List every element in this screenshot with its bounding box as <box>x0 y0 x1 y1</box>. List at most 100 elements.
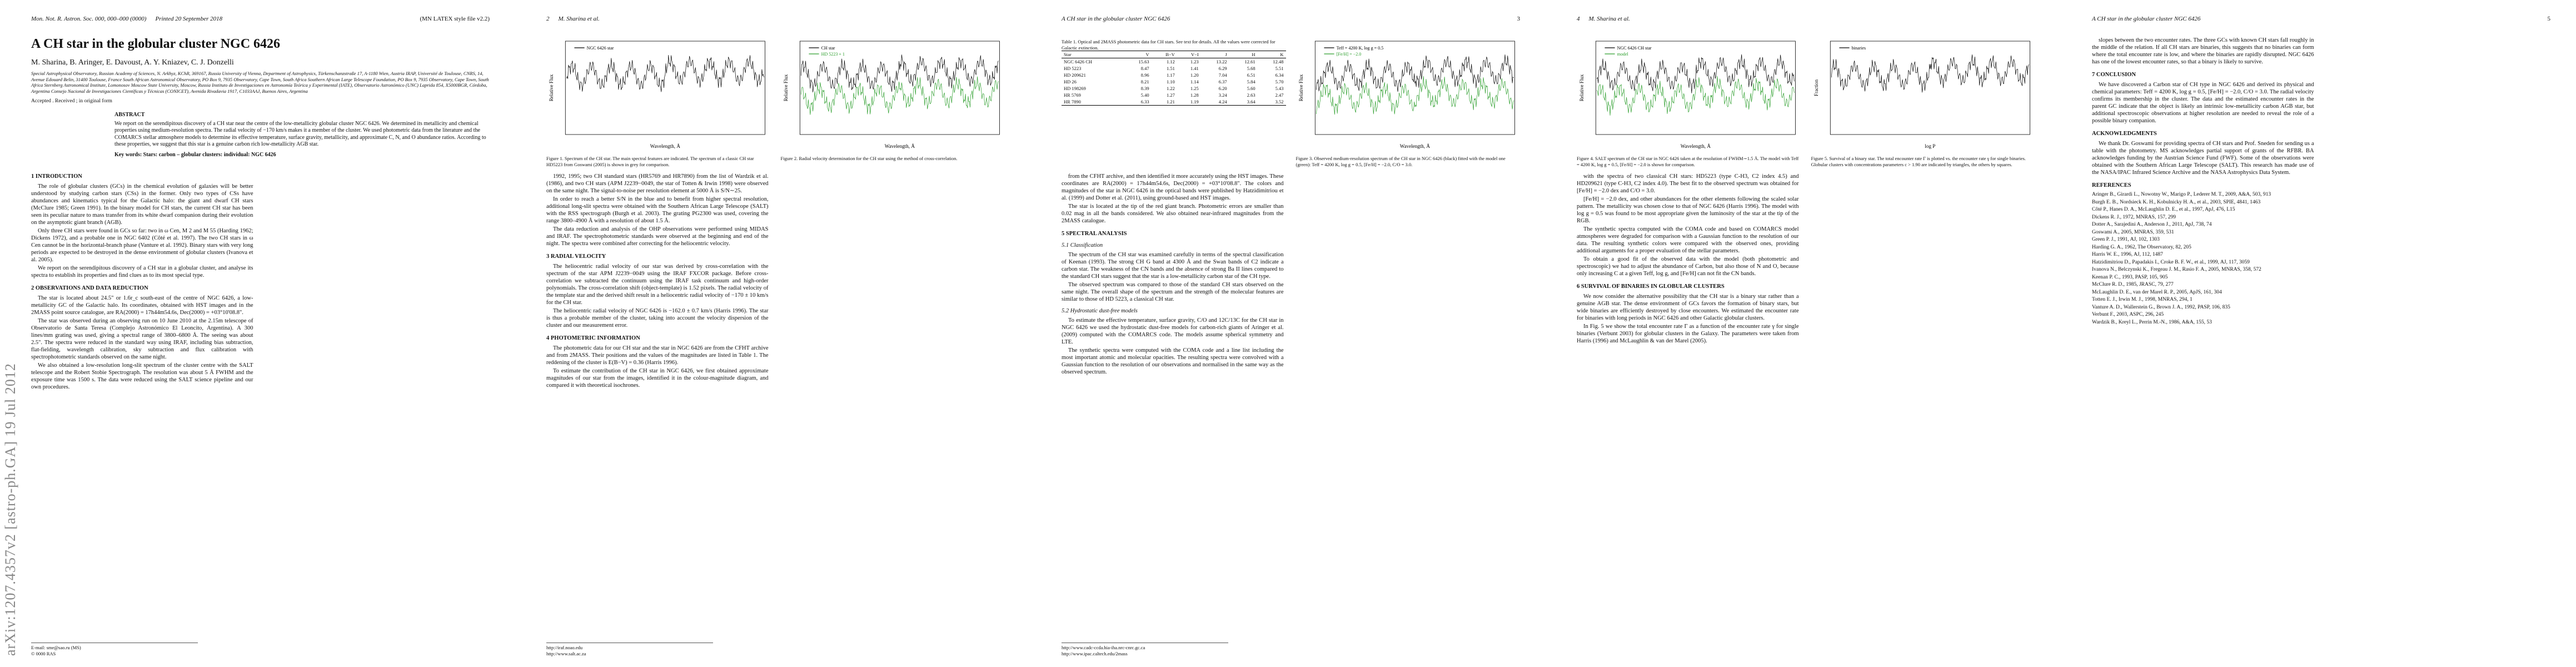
legend-label: CH star <box>821 46 835 51</box>
paragraph: We have discovered a Carbon star of CH t… <box>2092 82 2314 124</box>
table-cell: 2.63 <box>1247 92 1255 98</box>
reference: Côté P., Hanes D. A., McLaughlin D. E., … <box>2092 207 2235 212</box>
figure-caption: Figure 4. SALT spectrum of the CH star i… <box>1577 156 1799 167</box>
figure-plot: Teff = 4200 K, log g = 0.5[Fe/H] = −2.0 W… <box>1298 41 1515 149</box>
table-cell: 13.22 <box>1216 59 1227 64</box>
reference: McClure R. D., 1985, JRASC, 79, 277 <box>2092 282 2174 287</box>
section-heading: 7 CONCLUSION <box>2092 72 2136 78</box>
figure-row: NGC 6426 CH star model Wavelength, Å Relati… <box>1577 37 2035 167</box>
paragraph: The star is located about 24.5" or 1.6r_… <box>31 295 253 316</box>
plot-frame <box>799 41 1000 135</box>
table-cell: 1.12 <box>1166 59 1175 64</box>
table-cell: 1.21 <box>1151 98 1177 106</box>
running-header: A CH star in the globular cluster NGC 64… <box>2092 16 2550 22</box>
paragraph: We report on the serendipitous discovery… <box>31 265 253 278</box>
legend-label: model <box>1617 52 1629 57</box>
plot-frame <box>1830 41 2030 135</box>
table-cell: NGC 6426 CH <box>1064 59 1093 64</box>
table-cell: 5.70 <box>1275 79 1284 84</box>
table-cell: 1.14 <box>1190 79 1199 84</box>
affiliation: Consejo Nacional de Investigaciones Cien… <box>51 88 308 94</box>
figure-plot: binaries log P Fraction <box>1813 41 2030 149</box>
reference: Wardzik B., Kreyl L., Perrin M.-N., 1986… <box>2092 319 2212 325</box>
table-cell: 1.23 <box>1190 59 1199 64</box>
spectrum-line <box>1316 54 1514 92</box>
footnote: http://iraf.noao.edu <box>546 645 583 650</box>
abstract-text: We report on the serendipitous discovery… <box>114 120 486 148</box>
affiliation: IRAP, Université de Toulouse, CNRS, 14, … <box>31 71 484 82</box>
table-cell: 8.47 <box>1140 66 1149 71</box>
table-cell: 6.51 <box>1247 72 1255 78</box>
reference: Goswami A., 2005, MNRAS, 359, 531 <box>2092 229 2174 235</box>
table-row: HR 5769 5.40 1.27 1.28 3.24 2.63 2.47 <box>1062 92 1286 98</box>
header-text: 5 <box>2547 16 2551 22</box>
plot-frame <box>1595 41 1796 135</box>
spectrum-line <box>800 76 999 115</box>
page: Mon. Not. R. Astron. Soc. 000, 000–000 (… <box>0 0 515 667</box>
reference: Green P. J., 1991, AJ, 102, 1303 <box>2092 237 2160 242</box>
affiliation: South African Astronomical Observatory, … <box>123 76 307 82</box>
table-cell: HD 26 <box>1064 79 1077 84</box>
reference: Burgh E. B., Nordsieck K. H., Kobulnicky… <box>2092 199 2261 205</box>
paragraph: We also obtained a low-resolution long-s… <box>31 362 253 390</box>
reference: McLaughlin D. E., van der Marel R. P., 2… <box>2092 289 2222 295</box>
figure-caption: Figure 5. Survival of a binary star. The… <box>1811 156 2026 167</box>
reference: Ivanova N., Belczynski K., Fregeau J. M.… <box>2092 267 2261 272</box>
table-cell: HD 5223 <box>1064 66 1082 71</box>
spectrum-line <box>1831 54 2029 93</box>
running-header: 4 M. Sharina et al. <box>1577 16 2035 22</box>
table-cell: 8.39 <box>1140 86 1149 91</box>
affiliation: University of Vienna, Department of Astr… <box>222 71 405 76</box>
footnotes: http://iraf.noao.edu http://www.salt.ac.z… <box>546 643 713 657</box>
spectrum-line <box>1316 76 1514 115</box>
table-cell: 3.24 <box>1218 92 1227 98</box>
abstract: ABSTRACT We report on the serendipitous d… <box>114 112 490 158</box>
section-heading: REFERENCES <box>2092 182 2131 188</box>
table-cell: Star <box>1062 51 1123 58</box>
section-heading: 6 SURVIVAL OF BINARIES IN GLOBULAR CLUST… <box>1577 283 1725 290</box>
table-cell: 5.43 <box>1275 86 1284 91</box>
figure: NGC 6426 CH star model Wavelength, Å Relati… <box>1577 37 1801 167</box>
section-heading: 1 INTRODUCTION <box>31 173 82 180</box>
legend-label: HD 5223 + 1 <box>821 52 844 57</box>
table-cell: K <box>1257 51 1286 58</box>
table-cell: 3.64 <box>1229 98 1258 106</box>
table-cell: 1.25 <box>1190 86 1199 91</box>
table-cell: 1.27 <box>1166 92 1175 98</box>
paragraph: slopes between the two encounter rates. … <box>2092 37 2314 65</box>
section-heading: 3 RADIAL VELOCITY <box>546 253 606 260</box>
paragraph: with the spectra of two classical CH sta… <box>1577 173 1799 194</box>
text-columns: 1992, 1995; two CH standard stars (HR576… <box>546 173 1005 634</box>
table-row: HD 198269 8.39 1.22 1.25 6.20 5.60 5.43 <box>1062 85 1286 92</box>
section-heading: 4 PHOTOMETRIC INFORMATION <box>546 335 640 341</box>
table-cell: 8.21 <box>1140 79 1149 84</box>
x-axis-label: Wavelength, Å <box>650 143 681 149</box>
paragraph: The heliocentric radial velocity of our … <box>546 263 769 306</box>
table-cell: 6.20 <box>1218 86 1227 91</box>
table-cell: 1.51 <box>1166 66 1175 71</box>
legend-label: NGC 6426 CH star <box>1617 46 1652 51</box>
table-cell: 6.29 <box>1218 66 1227 71</box>
table-row: HR 7890 6.33 1.21 1.19 4.24 3.64 3.52 <box>1062 98 1286 106</box>
table-cell: HR 5769 <box>1064 92 1081 98</box>
x-axis-label: Wavelength, Å <box>884 143 915 149</box>
table-cell: 5.68 <box>1247 66 1255 71</box>
paragraph: The role of globular clusters (GCs) in t… <box>31 183 253 226</box>
page: 2 M. Sharina et al. NGC 6426 star Wavelengt… <box>515 0 1030 667</box>
reference: Aringer B., Girardi L., Nowotny W., Mari… <box>2092 192 2271 197</box>
table-cell: 2.47 <box>1275 92 1284 98</box>
section-heading: 5 SPECTRAL ANALYSIS <box>1062 231 1127 237</box>
header-text: A CH star in the globular cluster NGC 64… <box>1062 16 1170 22</box>
table-cell: 5.40 <box>1140 92 1149 98</box>
table-cell: 6.34 <box>1275 72 1284 78</box>
y-axis-label: Relative Flux <box>1579 74 1585 101</box>
figure-caption: Figure 1. Spectrum of the CH star. The m… <box>546 156 754 167</box>
reference: Totten E. J., Irwin M. J., 1998, MNRAS, … <box>2092 297 2193 302</box>
figure-plot: NGC 6426 star Wavelength, Å Relative Flux <box>549 41 765 149</box>
table-row: HD 26 8.21 1.10 1.14 6.37 5.84 5.70 <box>1062 78 1286 85</box>
paragraph: The star was observed during an observin… <box>31 318 253 360</box>
keywords: Key words: Stars: carbon – globular clus… <box>114 151 276 158</box>
y-axis-label: Relative Flux <box>1298 74 1304 101</box>
affiliations: Special Astrophysical Observatory, Russi… <box>31 71 490 94</box>
